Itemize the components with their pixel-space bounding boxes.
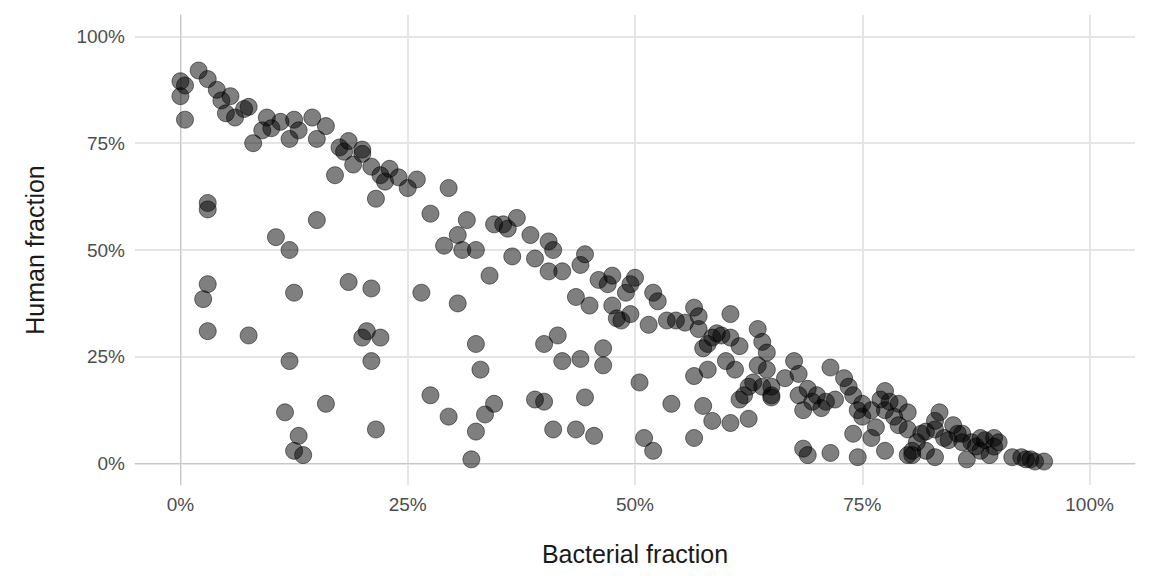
svg-text:0%: 0%	[167, 494, 195, 515]
svg-text:Human fraction: Human fraction	[21, 165, 49, 335]
svg-text:50%: 50%	[87, 240, 125, 261]
svg-text:50%: 50%	[616, 494, 654, 515]
svg-text:100%: 100%	[76, 26, 125, 47]
svg-text:Bacterial fraction: Bacterial fraction	[542, 540, 728, 568]
svg-text:75%: 75%	[843, 494, 881, 515]
svg-text:25%: 25%	[389, 494, 427, 515]
svg-text:100%: 100%	[1065, 494, 1114, 515]
svg-text:25%: 25%	[87, 346, 125, 367]
svg-text:75%: 75%	[87, 133, 125, 154]
svg-text:0%: 0%	[98, 453, 126, 474]
